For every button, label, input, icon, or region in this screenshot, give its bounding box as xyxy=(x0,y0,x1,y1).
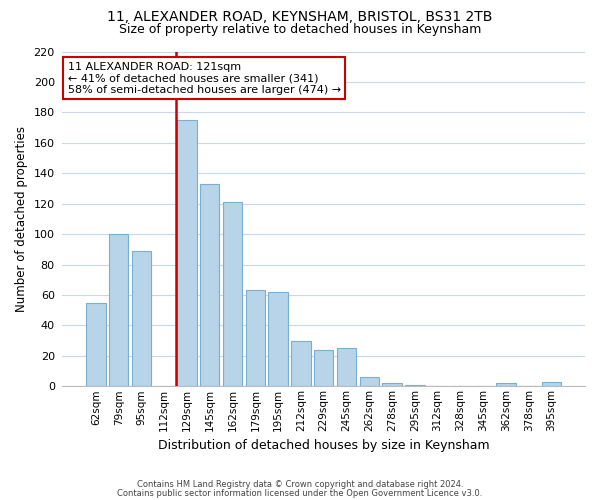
Text: 11, ALEXANDER ROAD, KEYNSHAM, BRISTOL, BS31 2TB: 11, ALEXANDER ROAD, KEYNSHAM, BRISTOL, B… xyxy=(107,10,493,24)
Bar xyxy=(109,234,128,386)
Text: 11 ALEXANDER ROAD: 121sqm
← 41% of detached houses are smaller (341)
58% of semi: 11 ALEXANDER ROAD: 121sqm ← 41% of detac… xyxy=(68,62,341,94)
Bar xyxy=(382,383,402,386)
Bar xyxy=(496,383,515,386)
Bar xyxy=(245,290,265,386)
Bar xyxy=(337,348,356,387)
Bar xyxy=(359,377,379,386)
Bar xyxy=(223,202,242,386)
Bar xyxy=(291,340,311,386)
Bar xyxy=(178,120,197,386)
Bar xyxy=(542,382,561,386)
Text: Contains HM Land Registry data © Crown copyright and database right 2024.: Contains HM Land Registry data © Crown c… xyxy=(137,480,463,489)
Bar xyxy=(200,184,220,386)
Text: Size of property relative to detached houses in Keynsham: Size of property relative to detached ho… xyxy=(119,22,481,36)
Bar xyxy=(268,292,288,386)
Bar xyxy=(86,302,106,386)
X-axis label: Distribution of detached houses by size in Keynsham: Distribution of detached houses by size … xyxy=(158,440,490,452)
Bar xyxy=(314,350,334,387)
Bar xyxy=(132,251,151,386)
Text: Contains public sector information licensed under the Open Government Licence v3: Contains public sector information licen… xyxy=(118,488,482,498)
Y-axis label: Number of detached properties: Number of detached properties xyxy=(15,126,28,312)
Bar xyxy=(405,384,425,386)
